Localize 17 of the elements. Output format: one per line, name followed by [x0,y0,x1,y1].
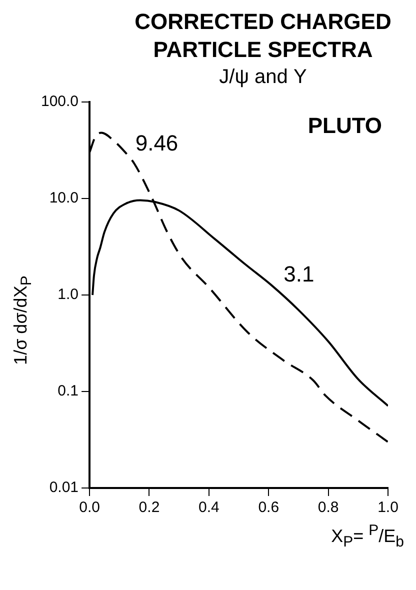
y-tick-label: 1.0 [58,286,79,304]
annotation: PLUTO [308,113,382,138]
x-tick-label: 0.4 [198,499,220,516]
y-tick-label: 0.01 [49,479,79,496]
chart-title: CORRECTED CHARGED PARTICLE SPECTRA [134,8,392,64]
x-tick-label: 0.8 [318,499,339,516]
x-axis-title: X$_{P}$= $^{P}$/E$_{b}$ [330,522,405,551]
y-tick-label: 100.0 [40,93,79,110]
series-label: 3.1 [284,261,314,286]
x-tick-label: 1.0 [378,499,398,516]
y-tick-label: 0.1 [58,382,79,400]
y-tick-label: 10.0 [49,190,79,207]
x-tick-label: 0.6 [258,499,280,516]
series-label: 9.46 [135,130,178,156]
chart-subtitle: J/ψ and Υ [218,65,308,90]
x-tick-label: 0.2 [138,499,160,516]
x-tick-label: 0.0 [79,499,100,516]
